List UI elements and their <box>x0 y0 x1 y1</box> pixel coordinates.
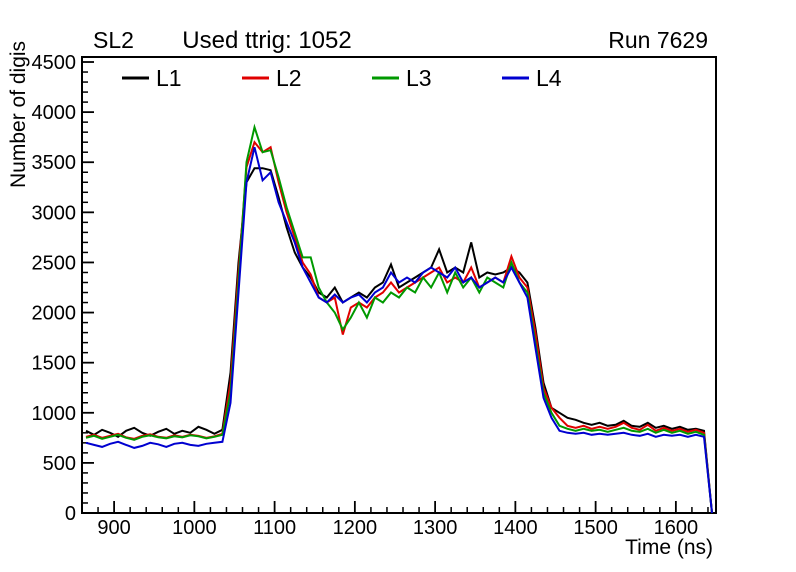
y-tick-label: 1500 <box>32 353 77 375</box>
legend-label: L1 <box>156 65 182 91</box>
plot-label-superlayer: SL2 <box>93 27 134 53</box>
legend-entry-L1: L1 <box>122 65 182 91</box>
series-L3 <box>85 123 713 514</box>
x-tick-label: 1400 <box>493 517 538 539</box>
y-tick-label: 4000 <box>32 102 77 124</box>
y-tick-label: 500 <box>43 453 76 475</box>
legend-label: L2 <box>276 65 302 91</box>
x-tick-label: 1000 <box>172 517 217 539</box>
plot-title-used-ttrig: Used ttrig: 1052 <box>182 27 351 54</box>
legend-label: L3 <box>406 65 432 91</box>
y-axis-title: Number of digis <box>7 41 30 188</box>
legend-entry-L4: L4 <box>502 65 562 91</box>
series-L1 <box>85 167 713 514</box>
y-tick-label: 4500 <box>32 52 77 74</box>
chart-legend: L1 L2 L3 L4 <box>122 65 562 91</box>
plot-frame <box>81 56 717 514</box>
axes-layer: 900 1000 1100 1200 1300 1400 1500 1600 0 500 1000 1… <box>32 52 717 539</box>
y-tick-label: 3500 <box>32 152 77 174</box>
x-tick-label: 1500 <box>573 517 618 539</box>
legend-entry-L3: L3 <box>372 65 432 91</box>
legend-entry-L2: L2 <box>242 65 302 91</box>
x-tick-label: 900 <box>97 517 130 539</box>
x-tick-label: 1200 <box>333 517 378 539</box>
series-L4 <box>85 146 713 514</box>
y-tick-label: 0 <box>65 503 76 525</box>
series-layer <box>85 123 713 514</box>
x-tick-label: 1100 <box>253 517 296 539</box>
plot-label-run-number: Run 7629 <box>608 27 708 53</box>
y-tick-label: 3000 <box>32 202 77 224</box>
x-tick-label: 1600 <box>654 517 699 539</box>
x-tick-label: 1300 <box>413 517 458 539</box>
legend-label: L4 <box>536 65 562 91</box>
x-axis-title: Time (ns) <box>625 536 713 559</box>
y-tick-label: 2500 <box>32 252 77 274</box>
y-tick-label: 1000 <box>32 403 77 425</box>
y-tick-label: 2000 <box>32 303 77 325</box>
